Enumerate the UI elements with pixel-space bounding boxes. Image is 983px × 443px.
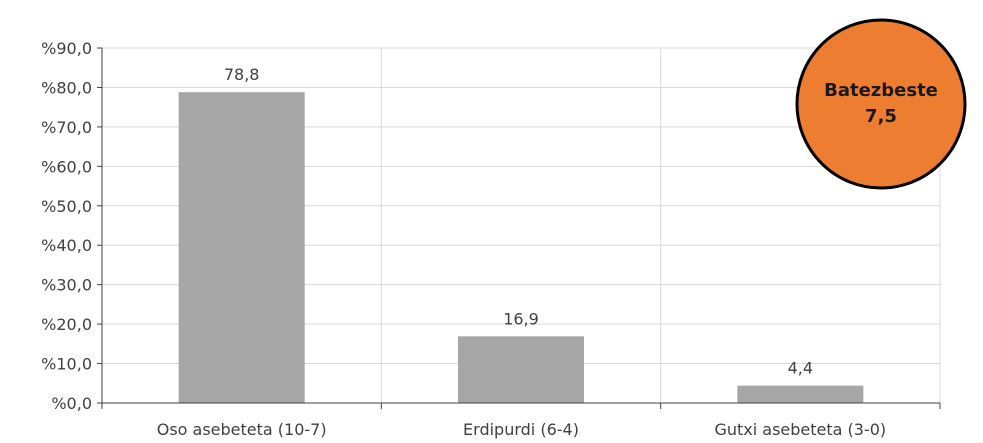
axis-layer bbox=[97, 47, 941, 409]
bar bbox=[178, 92, 305, 403]
average-badge-label: Batezbeste bbox=[824, 80, 938, 101]
y-tick-label: %90,0 bbox=[41, 39, 92, 58]
y-tick-label: %40,0 bbox=[41, 236, 92, 255]
x-tick-label: Gutxi asebeteta (3-0) bbox=[714, 420, 886, 439]
average-badge-circle bbox=[795, 18, 967, 190]
data-label: 4,4 bbox=[788, 359, 813, 378]
bars-layer bbox=[178, 92, 864, 403]
bar bbox=[458, 336, 584, 403]
y-tick-label: %0,0 bbox=[51, 394, 92, 413]
y-tick-label: %20,0 bbox=[41, 315, 92, 334]
data-label: 16,9 bbox=[503, 309, 539, 328]
average-badge-value: 7,5 bbox=[865, 106, 897, 127]
y-tick-label: %50,0 bbox=[41, 197, 92, 216]
y-tick-label: %10,0 bbox=[41, 355, 92, 374]
y-tick-label: %60,0 bbox=[41, 157, 92, 176]
x-tick-label: Oso asebeteta (10-7) bbox=[157, 420, 327, 439]
bar bbox=[737, 385, 864, 403]
x-tick-label: Erdipurdi (6-4) bbox=[463, 420, 579, 439]
y-tick-label: %70,0 bbox=[41, 118, 92, 137]
average-badge: Batezbeste 7,5 bbox=[795, 18, 967, 190]
y-tick-label: %80,0 bbox=[41, 78, 92, 97]
labels-layer: 78,8 16,9 4,4 %0,0 %10,0 %20,0 %30,0 %40,0 %50,0… bbox=[41, 39, 886, 439]
data-label: 78,8 bbox=[224, 65, 260, 84]
y-tick-label: %30,0 bbox=[41, 276, 92, 295]
